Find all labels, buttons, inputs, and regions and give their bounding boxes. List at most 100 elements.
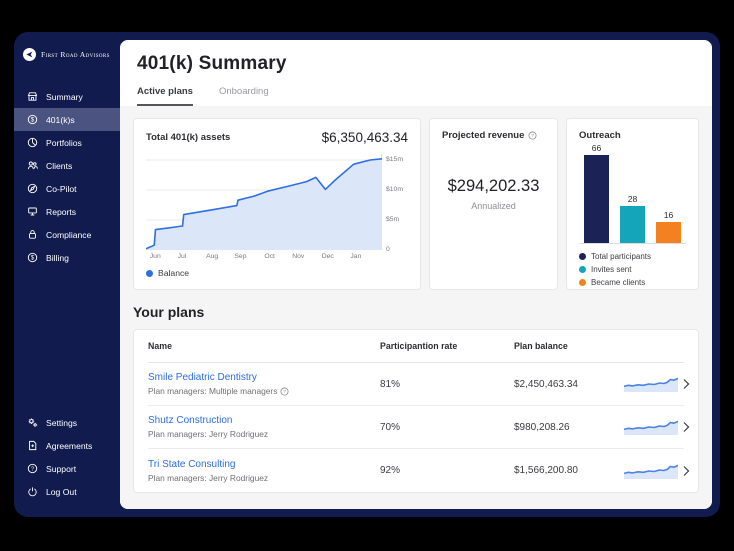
legend-dot [579,279,586,286]
chevron-right-icon[interactable] [682,421,691,433]
table-row-smile-pediatric-dentistry[interactable]: Smile Pediatric Dentistry Plan managers:… [148,363,690,406]
plan-name-link[interactable]: Shutz Construction [148,415,233,426]
sidebar: First Road Advisors Summary $ [14,32,120,517]
tabs: Active plans Onboarding [137,86,695,106]
sidebar-item-logout[interactable]: Log Out [14,480,120,503]
table-row-tri-state-consulting[interactable]: Tri State Consulting Plan managers: Jerr… [148,449,690,492]
sidebar-item-label: Support [46,463,77,474]
total-assets-card: Total 401(k) assets $6,350,463.34 $15m $1… [133,118,421,290]
plans-heading: Your plans [133,304,205,320]
chevron-right-icon[interactable] [682,378,691,390]
gear-icon [27,417,38,428]
revenue-card-label: Projected revenue [442,130,525,141]
outreach-legend: Total participants Invites sent Became c… [579,252,686,287]
column-header-participation-rate: Participantion rate [380,341,458,351]
projected-revenue-card: Projected revenue ? $294,202.33 Annualiz… [429,118,558,290]
column-header-plan-balance: Plan balance [514,341,568,351]
sidebar-item-label: Portfolios [46,137,82,148]
balance-sparkline [624,420,678,435]
main-content: 401(k) Summary Active plans Onboarding T… [120,40,712,509]
sidebar-item-label: Billing [46,252,69,263]
legend-dot [579,253,586,260]
sidebar-item-label: Agreements [46,440,93,451]
x-tick-label: Jun [149,253,161,260]
legend-item: Became clients [579,278,686,287]
sidebar-item-reports[interactable]: Reports [14,200,120,223]
page-title: 401(k) Summary [137,53,287,74]
chevron-right-icon[interactable] [682,465,691,477]
compass-icon [27,183,38,194]
participation-rate-value: 70% [380,421,401,433]
brand: First Road Advisors [14,48,120,61]
sidebar-item-portfolios[interactable]: Portfolios [14,131,120,154]
plan-balance-value: $1,566,200.80 [514,465,578,476]
svg-text:$: $ [31,118,35,124]
y-tick-label: $10m [386,186,404,193]
outreach-card-label: Outreach [579,130,621,141]
sidebar-item-agreements[interactable]: Agreements [14,434,120,457]
x-tick-label: Nov [292,253,305,260]
x-tick-label: Dec [321,253,334,260]
sidebar-item-compliance[interactable]: Compliance [14,223,120,246]
power-icon [27,486,38,497]
svg-text:$: $ [31,256,35,262]
plan-balance-value: $2,450,463.34 [514,378,578,390]
column-header-name: Name [148,341,172,351]
tab-active-plans[interactable]: Active plans [137,86,193,106]
revenue-value: $294,202.33 [447,177,540,195]
x-tick-label: Jul [177,253,187,260]
y-tick-label: $5m [386,216,400,223]
question-circle-icon: ? [27,463,38,474]
sidebar-item-label: Reports [46,206,77,217]
plan-balance-value: $980,208.26 [514,421,570,433]
bar-value: 66 [591,143,602,153]
sidebar-item-settings[interactable]: Settings [14,411,120,434]
svg-text:?: ? [532,133,535,139]
sidebar-item-summary[interactable]: Summary [14,85,120,108]
svg-text:?: ? [284,389,287,395]
balance-chart-legend: Balance [146,268,408,278]
balance-chart-yaxis: $15m $10m $5m 0 [382,154,408,253]
sidebar-item-401ks[interactable]: $ 401(k)s [14,108,120,131]
plan-name-link[interactable]: Tri State Consulting [148,458,236,470]
sidebar-footer-nav: Settings Agreements ? Support [14,411,120,503]
balance-sparkline [624,464,678,479]
dollar-circle-icon: $ [27,252,38,263]
bar-value: 16 [663,210,674,220]
sidebar-item-label: Clients [46,160,73,171]
legend-label: Balance [158,268,190,278]
monitor-icon [27,206,38,217]
sidebar-item-copilot[interactable]: Co-Pilot [14,177,120,200]
building-icon [27,91,38,102]
bar-invites-sent: 28 [620,194,645,243]
bar [620,206,645,243]
summary-cards: Total 401(k) assets $6,350,463.34 $15m $1… [133,118,699,290]
sidebar-nav: Summary $ 401(k)s Portfolios [14,85,120,269]
lock-icon [27,229,38,240]
sidebar-item-label: Co-Pilot [46,183,77,194]
help-circle-icon[interactable]: ? [280,386,289,396]
plan-name-link[interactable]: Smile Pediatric Dentistry [148,372,257,383]
legend-dot [579,266,586,273]
plans-table: Name Participantion rate Plan balance Sm… [133,329,699,493]
sidebar-item-support[interactable]: ? Support [14,457,120,480]
legend-label: Total participants [591,252,652,261]
document-plus-icon [27,440,38,451]
x-tick-label: Jan [350,253,362,260]
app-window: First Road Advisors Summary $ [14,32,720,517]
legend-item: Invites sent [579,265,686,274]
sidebar-item-clients[interactable]: Clients [14,154,120,177]
tab-onboarding[interactable]: Onboarding [218,86,269,97]
sidebar-item-billing[interactable]: $ Billing [14,246,120,269]
help-circle-icon[interactable]: ? [528,131,537,140]
table-row-shutz-construction[interactable]: Shutz Construction Plan managers: Jerry … [148,406,690,449]
sidebar-item-label: Log Out [46,486,77,497]
outreach-bar-chart: 66 28 16 [579,143,686,244]
revenue-subtext: Annualized [471,201,516,211]
participation-rate-value: 81% [380,378,401,390]
y-tick-label: 0 [386,246,390,253]
bar-total-participants: 66 [584,143,609,243]
balance-chart-plot [146,154,382,250]
logo-icon [23,48,36,61]
outreach-card: Outreach 66 28 16 [566,118,699,290]
